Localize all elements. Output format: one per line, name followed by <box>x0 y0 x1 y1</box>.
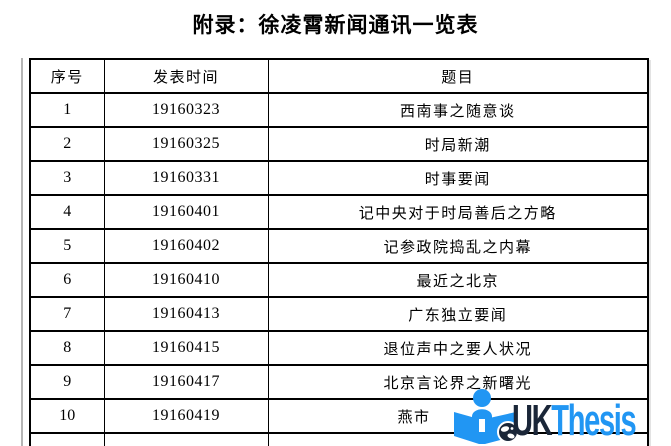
empty-cell <box>29 432 105 446</box>
article-list-table: 序号 发表时间 题目 1 19160323 西南事之随意谈 2 19160325… <box>29 58 649 446</box>
row-number: 9 <box>29 364 105 400</box>
table-left-shadow-line <box>21 58 23 446</box>
row-number: 5 <box>29 228 105 264</box>
table-row: 2 19160325 时局新潮 <box>29 126 649 162</box>
row-number: 6 <box>29 262 105 298</box>
table-header-row: 序号 发表时间 题目 <box>29 58 649 94</box>
table-right-shadow-line <box>649 60 651 446</box>
row-date: 19160331 <box>103 160 269 196</box>
table-row: 4 19160401 记中央对于时局善后之方略 <box>29 194 649 230</box>
row-title: 记中央对于时局善后之方略 <box>267 194 649 230</box>
row-date: 19160402 <box>103 228 269 264</box>
table-row: 9 19160417 北京言论界之新曙光 <box>29 364 649 400</box>
row-title: 西南事之随意谈 <box>267 92 649 128</box>
row-title: 时事要闻 <box>267 160 649 196</box>
row-number: 4 <box>29 194 105 230</box>
table-row: 7 19160413 广东独立要闻 <box>29 296 649 332</box>
table-row: 1 19160323 西南事之随意谈 <box>29 92 649 128</box>
row-number: 2 <box>29 126 105 162</box>
row-title: 时局新潮 <box>267 126 649 162</box>
row-date: 19160415 <box>103 330 269 366</box>
table-row: 8 19160415 退位声中之要人状况 <box>29 330 649 366</box>
column-header-number: 序号 <box>29 58 105 94</box>
row-date: 19160323 <box>103 92 269 128</box>
table-row: 6 19160410 最近之北京 <box>29 262 649 298</box>
column-header-date: 发表时间 <box>103 58 269 94</box>
row-date: 19160325 <box>103 126 269 162</box>
row-date: 19160413 <box>103 296 269 332</box>
row-date: 19160419 <box>103 398 269 434</box>
row-number: 8 <box>29 330 105 366</box>
row-number: 1 <box>29 92 105 128</box>
row-title: 最近之北京 <box>267 262 649 298</box>
table-row: 3 19160331 时事要闻 <box>29 160 649 196</box>
row-title: 北京言论界之新曙光 <box>267 364 649 400</box>
table-row-clipped <box>29 432 649 446</box>
table-row: 10 19160419 燕市 <box>29 398 649 434</box>
table-row: 5 19160402 记参政院捣乱之内幕 <box>29 228 649 264</box>
row-number: 3 <box>29 160 105 196</box>
row-title: 退位声中之要人状况 <box>267 330 649 366</box>
row-number: 10 <box>29 398 105 434</box>
row-date: 19160417 <box>103 364 269 400</box>
empty-cell <box>103 432 269 446</box>
row-title: 记参政院捣乱之内幕 <box>267 228 649 264</box>
page-title: 附录：徐凌霄新闻通讯一览表 <box>192 14 479 37</box>
row-title: 广东独立要闻 <box>267 296 649 332</box>
row-date: 19160410 <box>103 262 269 298</box>
row-number: 7 <box>29 296 105 332</box>
row-title-partially-covered: 燕市 <box>267 398 649 434</box>
column-header-title: 题目 <box>267 58 649 94</box>
row-date: 19160401 <box>103 194 269 230</box>
empty-cell <box>267 432 649 446</box>
